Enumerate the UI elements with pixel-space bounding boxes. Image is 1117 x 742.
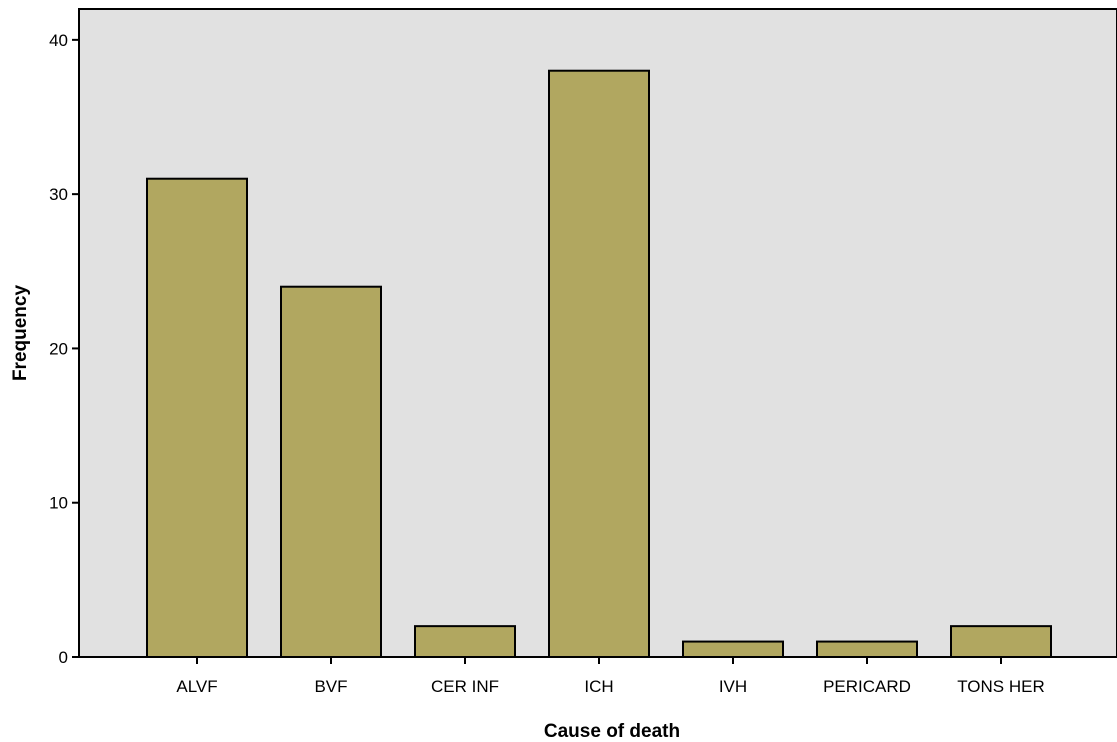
bar-tons-her (950, 625, 1052, 659)
x-tick-label: ICH (584, 677, 613, 696)
x-tick-label: CER INF (431, 677, 499, 696)
y-axis: 0 10 20 30 40 (49, 31, 79, 667)
bar-cer-inf (414, 625, 516, 659)
x-tick-label: TONS HER (957, 677, 1045, 696)
y-axis-title: Frequency (10, 285, 31, 382)
x-tick-label: IVH (719, 677, 747, 696)
y-tick-label: 40 (49, 31, 68, 50)
x-tick-label: ALVF (176, 677, 217, 696)
y-tick-label: 30 (49, 185, 68, 204)
x-axis-title: Cause of death (544, 721, 680, 742)
x-tick-label: PERICARD (823, 677, 911, 696)
bar-alvf (146, 177, 248, 658)
x-axis: ALVF BVF CER INF ICH IVH PERICARD TONS HER (176, 657, 1045, 696)
y-tick-label: 10 (49, 494, 68, 513)
y-tick-label: 0 (59, 648, 68, 667)
bar-ivh (682, 640, 784, 658)
x-tick-label: BVF (314, 677, 347, 696)
bar-ich (548, 69, 650, 658)
bar-bvf (280, 285, 382, 658)
y-tick-label: 20 (49, 339, 68, 358)
bar-pericard (816, 640, 918, 658)
